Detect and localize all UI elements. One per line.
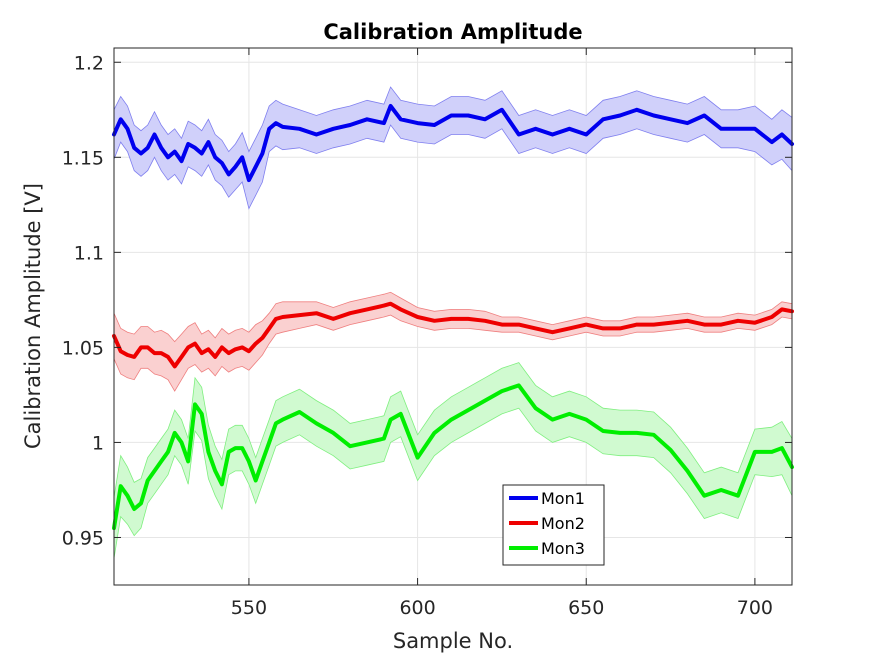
chart-title: Calibration Amplitude — [323, 20, 582, 44]
legend: Mon1 Mon2 Mon3 — [502, 484, 605, 566]
mon1-band-lower — [113, 124, 793, 210]
mon2-line — [112, 301, 794, 369]
x-tick-labels: 550 600 650 700 — [231, 597, 773, 619]
mon1-line — [112, 104, 794, 183]
mon3-band — [114, 362, 792, 559]
x-axis-label: Sample No. — [393, 629, 513, 653]
axes-box — [113, 47, 793, 586]
x-tick-label: 700 — [737, 597, 773, 619]
mon1-band — [114, 87, 792, 209]
legend-label-mon3: Mon3 — [541, 539, 585, 558]
y-tick-label: 1.1 — [74, 242, 104, 264]
y-tick-label: 1.05 — [62, 337, 104, 359]
mon2-band-upper — [113, 291, 793, 343]
mon1-band-upper — [113, 86, 793, 153]
mon3-band-lower — [113, 407, 793, 559]
y-tick-label: 1.2 — [74, 52, 104, 74]
mon2-band-lower — [113, 314, 793, 392]
legend-label-mon1: Mon1 — [541, 489, 585, 508]
series-lines — [112, 104, 794, 530]
y-tick-label: 1 — [92, 432, 104, 454]
x-tick-label: 650 — [568, 597, 604, 619]
mon3-line — [112, 383, 794, 530]
y-axis-label: Calibration Amplitude [V] — [21, 183, 45, 449]
x-tick-label: 600 — [399, 597, 435, 619]
mon3-band-upper — [113, 362, 793, 498]
y-tick-labels: 0.95 1 1.05 1.1 1.15 1.2 — [62, 52, 104, 549]
y-tick-label: 1.15 — [62, 147, 104, 169]
legend-label-mon2: Mon2 — [541, 514, 585, 533]
y-tick-label: 0.95 — [62, 527, 104, 549]
tick-marks — [114, 48, 792, 585]
x-tick-label: 550 — [231, 597, 267, 619]
